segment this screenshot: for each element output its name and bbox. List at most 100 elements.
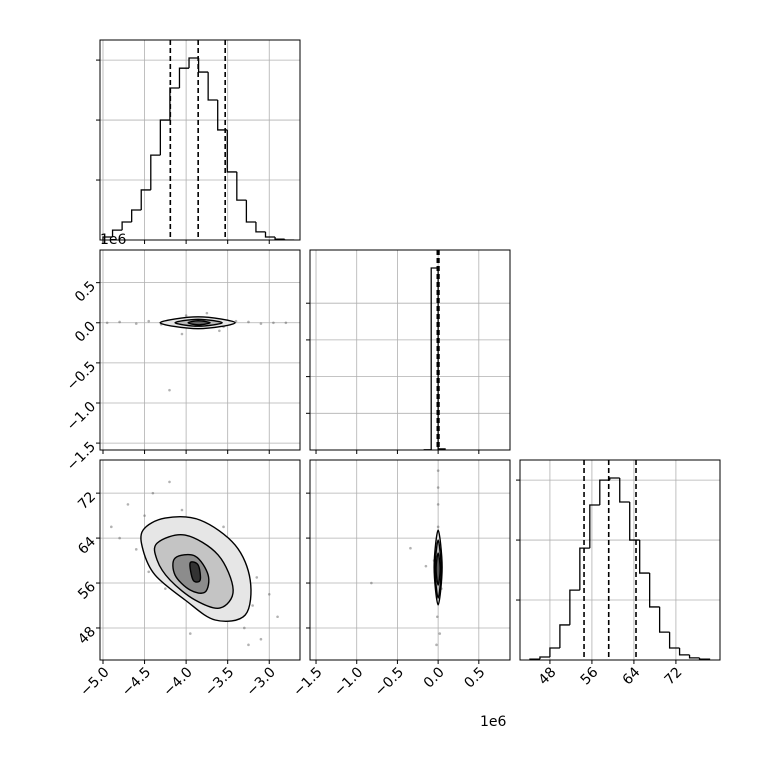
x-tick-label: −4.5 [119,664,154,699]
x-tick-label: −4.0 [160,664,195,699]
hist-bin [132,210,142,222]
hist-bin [570,590,580,625]
y-tick-label: −1.5 [64,439,99,474]
contour [436,553,440,585]
sample-point [164,587,167,590]
x-tick-label: 0.0 [421,664,448,691]
sample-point [127,503,130,506]
sample-point [437,503,440,506]
sample-point [222,526,225,529]
hist-bin [630,502,640,540]
x-tick-label: 64 [620,664,644,688]
y-tick-label: −0.5 [64,359,99,394]
hist-bin [540,657,550,659]
hist-bin [227,130,237,172]
y-tick-label: 64 [75,534,99,558]
x-tick-label: −5.0 [77,664,112,699]
hist-bin [170,88,180,120]
hist-bin [237,172,247,200]
sample-point [438,632,441,635]
hist-bin [179,68,189,88]
sample-point [106,321,109,324]
sample-point [437,486,440,489]
plot-area [424,250,445,450]
sample-point [168,481,171,484]
sample-point [260,322,263,325]
y-tick-label: 56 [75,579,99,603]
sample-point [272,321,275,324]
y-tick-label: 72 [75,489,99,513]
hist-bin [690,655,700,658]
hist-bin [560,625,570,648]
x-tick-label: 56 [578,664,602,688]
x-tick-label: 48 [536,664,560,688]
sample-point [168,389,171,392]
hist-bin [275,237,285,239]
hist-bin [141,190,151,210]
sample-point [135,548,138,551]
x-tick-label: 0.5 [461,664,488,691]
sample-point [243,627,246,630]
panel-frame [310,250,510,450]
x-tick-label: −3.0 [244,664,279,699]
plot-area [110,481,279,647]
hist-bin [620,478,630,502]
sample-point [218,329,221,332]
sample-point [255,576,258,579]
sample-point [436,615,439,618]
sample-point [147,570,150,573]
sample-point [285,321,288,324]
sample-point [437,526,440,529]
sample-point [118,537,121,540]
sample-point [437,469,440,472]
sample-point [370,582,373,585]
x-tick-label: 72 [662,664,686,688]
hist-bin [122,222,132,230]
hist-bin [208,72,218,100]
plot-area [530,460,710,660]
sample-point [276,615,279,618]
hist-bin [266,232,276,237]
panel-frame [100,40,300,240]
y-tick-label: −1.0 [64,399,99,434]
hist-bin [640,540,650,573]
hist-bin [189,58,199,68]
sample-point [152,492,155,495]
sample-point [189,632,192,635]
hist-bin [550,648,560,657]
sample-point [118,321,121,324]
sample-point [251,604,254,607]
sample-point [268,593,271,596]
sample-point [409,547,412,550]
hist-bin [160,120,170,155]
hist-bin [256,222,266,232]
sample-point [425,565,428,568]
panel: 48 56 64 72 [516,460,720,688]
sample-point [135,322,138,325]
offset-label: 1e6 [480,714,507,730]
sample-point [247,321,250,324]
hist-bin [680,648,690,655]
hist-bin [151,155,161,190]
x-tick-label: −3.5 [202,664,237,699]
sample-point [206,312,209,315]
y-tick-label: 0.0 [72,319,99,346]
sample-point [185,314,188,317]
plot-area [370,469,443,646]
hist-bin [590,505,600,548]
sample-point [143,514,146,517]
plot-area [103,40,294,240]
y-tick-label: 48 [75,624,99,648]
sample-point [247,644,250,647]
sample-point [147,320,150,323]
hist-bin [246,200,256,222]
panel [306,250,510,454]
offset-label: 1e6 [100,232,127,248]
sample-point [181,509,184,512]
x-tick-label: −1.5 [290,664,325,699]
panel-frame [310,460,510,660]
